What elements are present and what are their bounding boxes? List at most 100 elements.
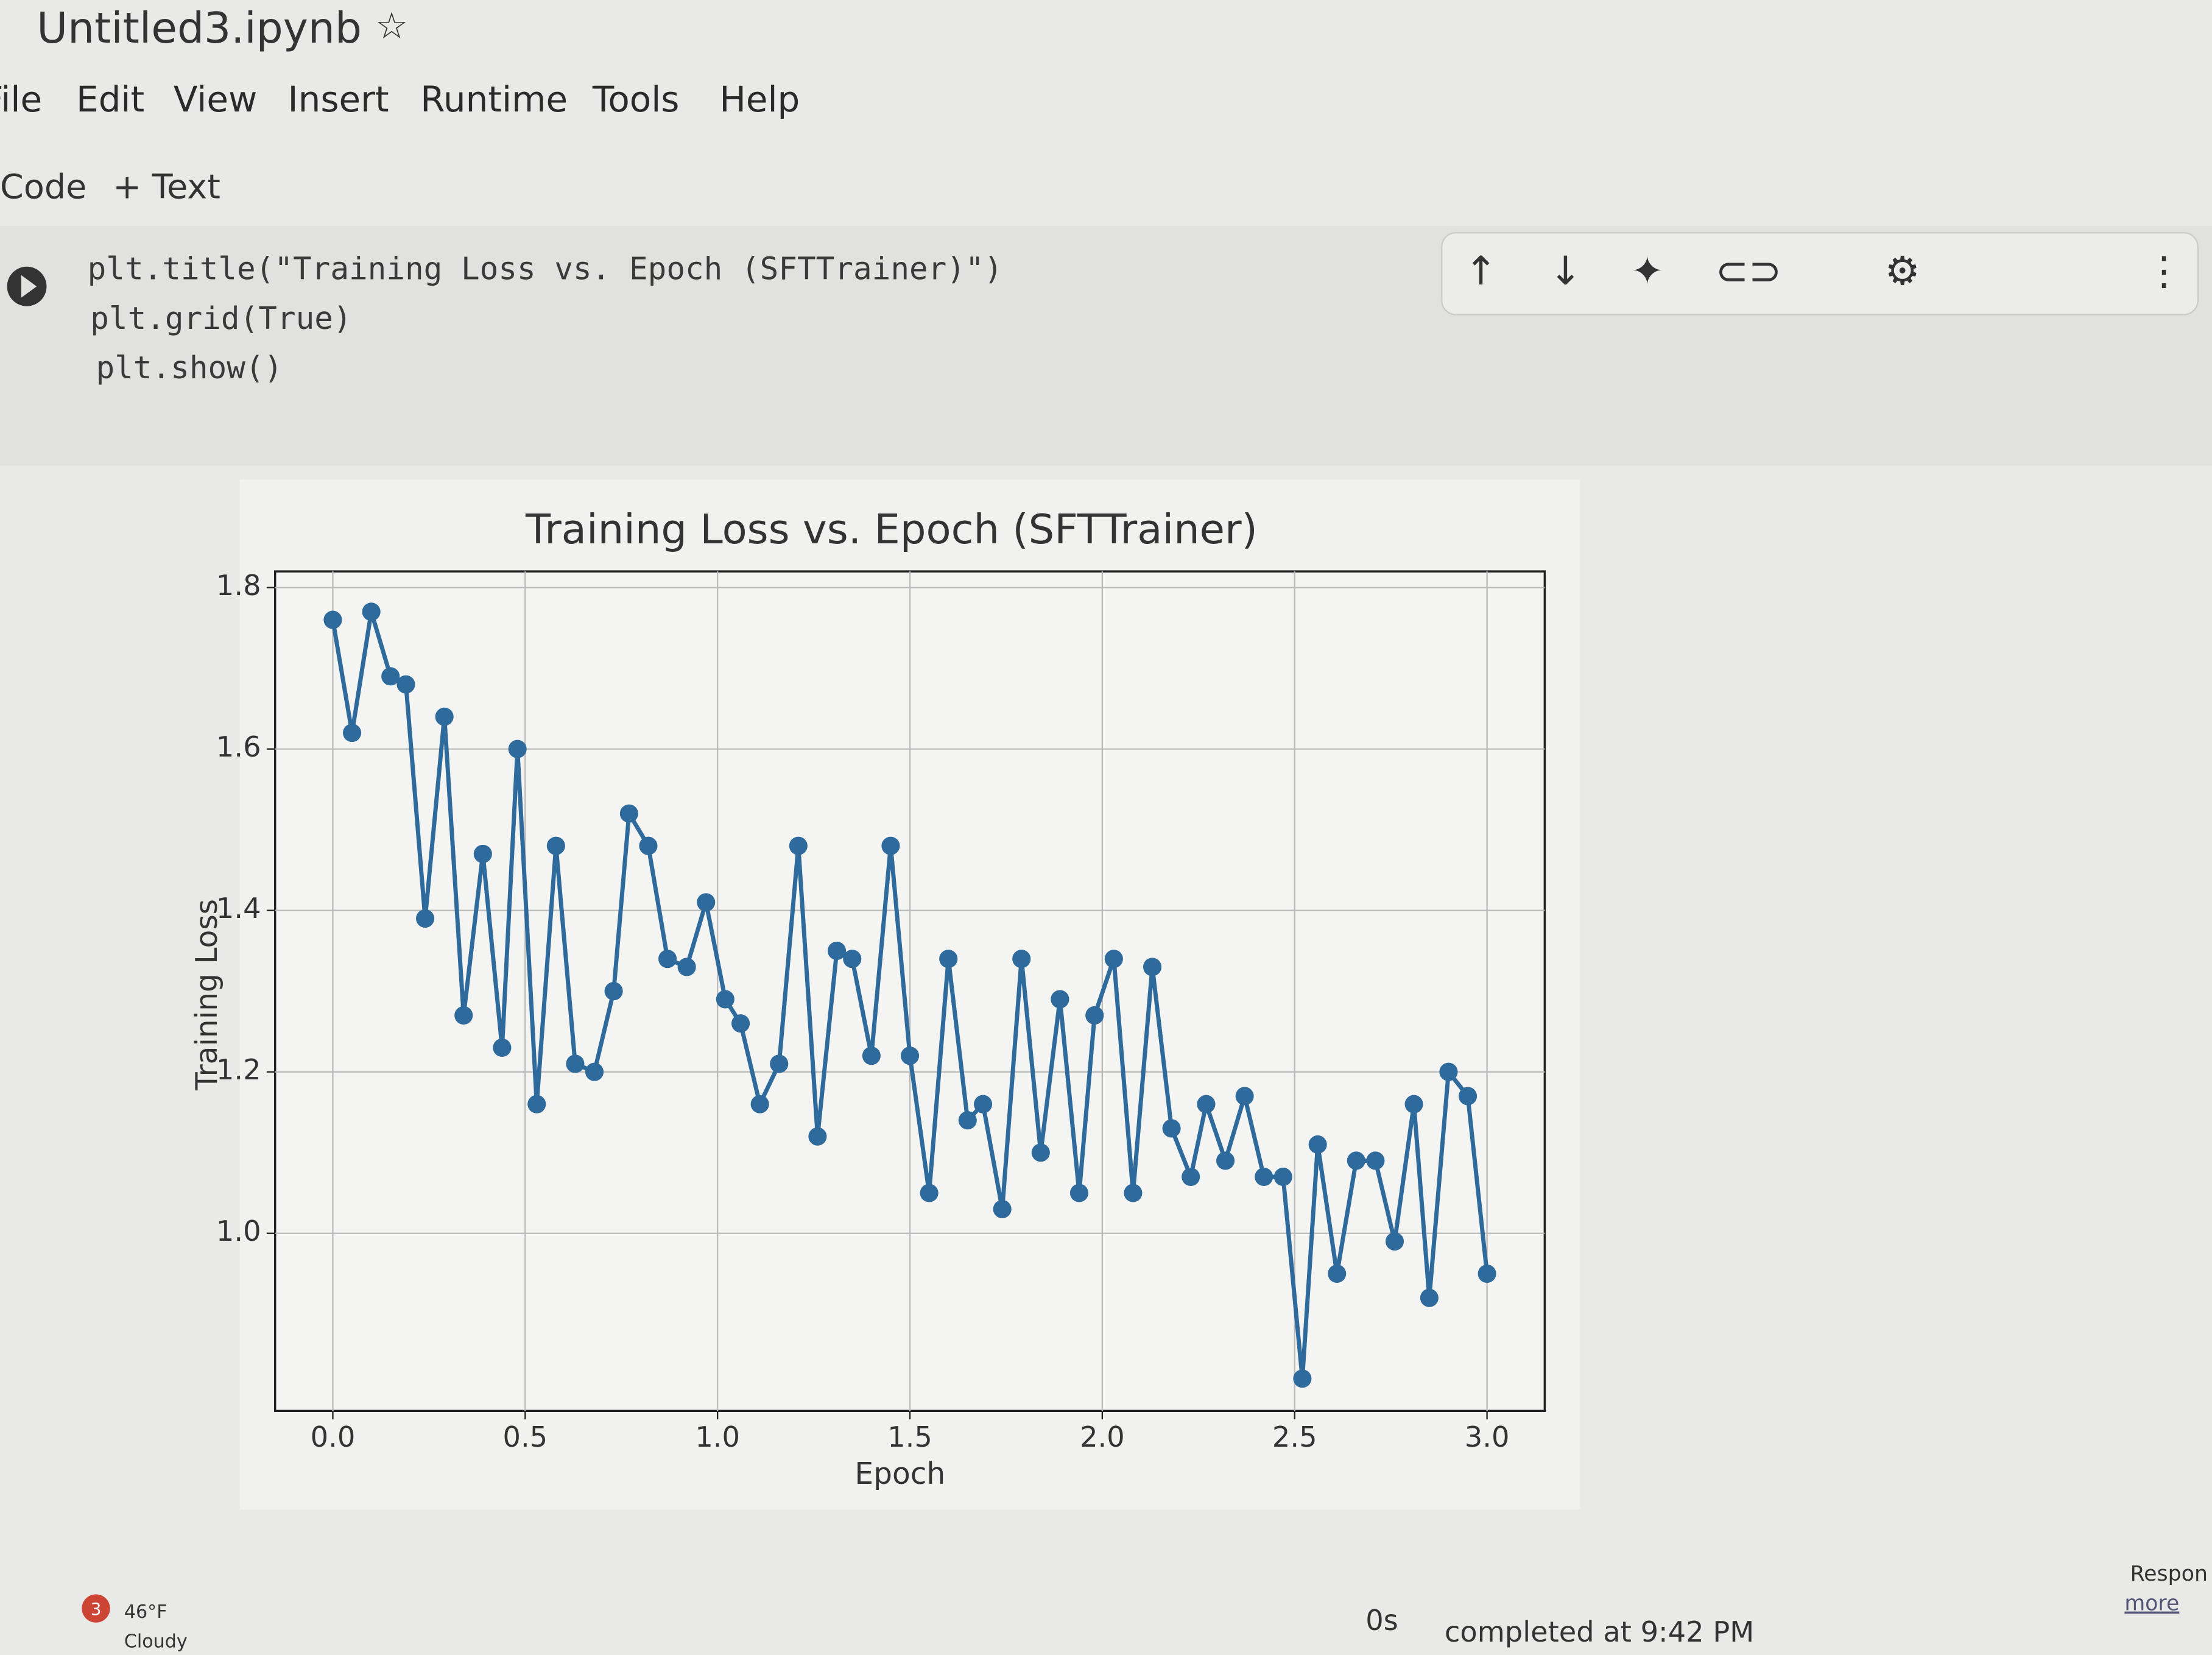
- loss-point: [1347, 1151, 1365, 1170]
- settings[interactable]: ⚙: [1885, 249, 1920, 294]
- loss-point: [750, 1095, 769, 1113]
- code-line: plt.grid(True): [90, 301, 351, 337]
- loss-point: [639, 836, 658, 855]
- loss-point: [1255, 1167, 1273, 1187]
- move-down[interactable]: ↓: [1549, 249, 1582, 294]
- loss-point: [566, 1054, 585, 1073]
- weather: Cloudy: [124, 1631, 188, 1653]
- x-tick-label: 1.0: [695, 1420, 740, 1453]
- loss-point: [658, 950, 677, 969]
- loss-point: [454, 1006, 473, 1025]
- loss-point: [1216, 1151, 1235, 1170]
- loss-point: [435, 707, 454, 726]
- gemini[interactable]: ✦: [1631, 249, 1664, 294]
- run-duration: 0s: [1365, 1604, 1398, 1637]
- temperature: 46°F: [124, 1601, 167, 1623]
- loss-point: [1143, 958, 1162, 976]
- y-tick-label: 1.4: [216, 892, 261, 925]
- loss-point: [1328, 1264, 1347, 1283]
- link[interactable]: ⊂⊃: [1716, 249, 1782, 294]
- loss-point: [1385, 1232, 1404, 1251]
- notification-badge: [82, 1594, 110, 1623]
- x-tick-label: 0.5: [502, 1420, 548, 1453]
- x-tick-label: 1.5: [887, 1420, 932, 1453]
- loss-point: [716, 990, 734, 1009]
- loss-point: [1458, 1087, 1478, 1106]
- loss-point: [770, 1054, 789, 1073]
- loss-point: [697, 893, 716, 912]
- loss-point: [619, 804, 638, 823]
- loss-point: [920, 1184, 939, 1202]
- cell-toolbar: [1441, 232, 2199, 316]
- loss-point: [677, 958, 696, 976]
- loss-point: [508, 739, 527, 758]
- loss-point: [1235, 1087, 1254, 1106]
- add-text-button[interactable]: + Text: [113, 168, 220, 207]
- loss-point: [862, 1046, 881, 1065]
- x-tick-label: 3.0: [1465, 1420, 1510, 1453]
- star-icon[interactable]: ☆: [375, 5, 408, 48]
- loss-point: [1031, 1143, 1050, 1162]
- loss-point: [1162, 1119, 1181, 1138]
- loss-point: [493, 1038, 512, 1057]
- loss-point: [1051, 990, 1069, 1009]
- cell-toolbar-icons: ↑ ↓ ✦ ⊂⊃ ⚙ ⋮: [1464, 249, 2183, 294]
- loss-point: [362, 602, 381, 621]
- loss-point: [1069, 1184, 1089, 1202]
- loss-point: [381, 667, 400, 686]
- loss-point: [731, 1014, 750, 1033]
- menu-item[interactable]: File: [0, 79, 42, 120]
- loss-point: [974, 1095, 993, 1113]
- loss-point: [808, 1127, 827, 1146]
- side-panel-link[interactable]: more: [2124, 1592, 2179, 1616]
- loss-point: [396, 675, 415, 694]
- loss-point: [843, 950, 862, 969]
- loss-point: [1085, 1006, 1104, 1025]
- loss-point: [1012, 950, 1031, 969]
- run-icon: [21, 275, 37, 298]
- move-up[interactable]: ↑: [1464, 249, 1497, 294]
- loss-point: [1366, 1151, 1385, 1170]
- y-tick-label: 1.8: [216, 569, 261, 602]
- loss-point: [993, 1199, 1012, 1219]
- y-tick-label: 1.2: [216, 1053, 261, 1086]
- loss-point: [323, 610, 342, 629]
- loss-point: [1308, 1135, 1327, 1154]
- loss-point: [789, 836, 808, 855]
- loss-point: [585, 1062, 604, 1081]
- y-tick-label: 1.0: [216, 1215, 261, 1247]
- menu-item[interactable]: Help: [719, 79, 800, 120]
- y-tick-label: 1.6: [216, 730, 261, 763]
- loss-point: [900, 1046, 920, 1065]
- loss-point: [881, 836, 900, 855]
- x-tick-label: 0.0: [311, 1420, 356, 1453]
- loss-point: [1478, 1264, 1496, 1283]
- x-tick-label: 2.0: [1080, 1420, 1125, 1453]
- loss-point: [527, 1095, 546, 1113]
- notebook-title[interactable]: Untitled3.ipynb: [37, 4, 362, 53]
- code-line: plt.show(): [96, 350, 283, 386]
- add-code-button[interactable]: Code: [0, 168, 86, 207]
- menu-item[interactable]: Runtime: [420, 79, 568, 120]
- loss-point: [1104, 950, 1123, 969]
- menu-item[interactable]: Tools: [592, 79, 680, 120]
- loss-point: [1273, 1167, 1292, 1187]
- loss-point: [473, 844, 492, 863]
- loss-point: [827, 941, 847, 960]
- menu-item[interactable]: Insert: [288, 79, 389, 120]
- menu-item[interactable]: View: [174, 79, 257, 120]
- loss-point: [1182, 1167, 1200, 1187]
- x-tick-label: 2.5: [1272, 1420, 1317, 1453]
- loss-point: [1439, 1062, 1458, 1081]
- loss-point: [1124, 1184, 1143, 1202]
- completion-status: completed at 9:42 PM: [1445, 1615, 1754, 1648]
- loss-point: [342, 724, 362, 743]
- loss-point: [546, 836, 565, 855]
- code-line: plt.title("Training Loss vs. Epoch (SFTT…: [88, 252, 1003, 288]
- loss-point: [1404, 1095, 1423, 1113]
- menu-item[interactable]: Edit: [76, 79, 144, 120]
- more-options[interactable]: ⋮: [2144, 249, 2184, 294]
- side-panel-text: Respon: [2130, 1562, 2208, 1586]
- loss-point: [1420, 1288, 1439, 1307]
- badge-count: 3: [91, 1599, 102, 1619]
